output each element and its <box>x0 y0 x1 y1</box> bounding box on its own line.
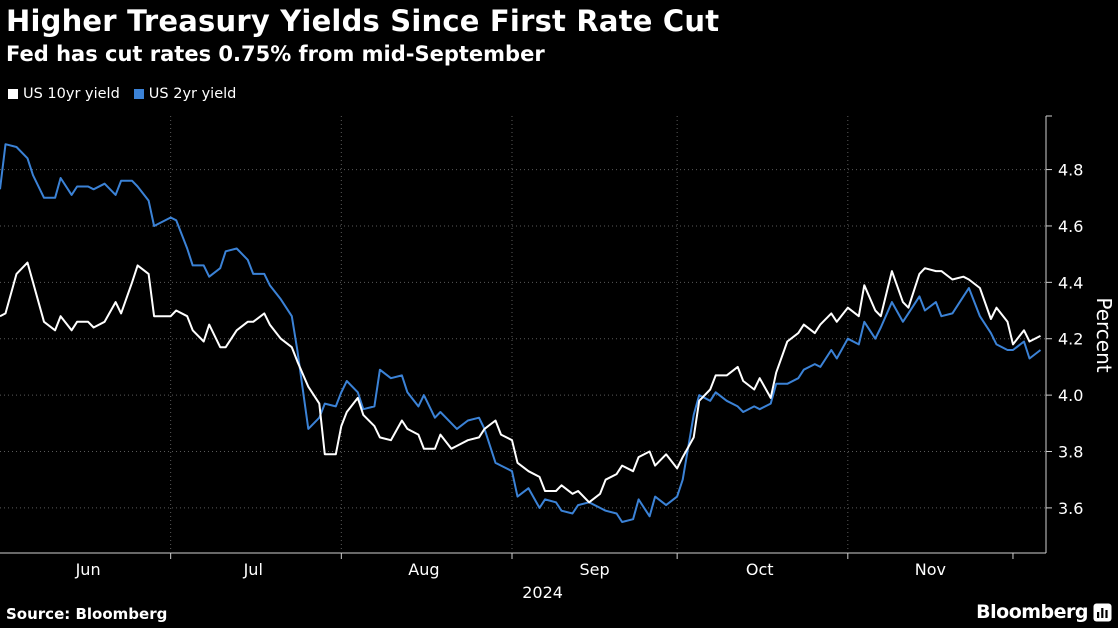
x-tick-label-nov: Nov <box>915 560 946 579</box>
y-tick-label: 3.8 <box>1058 443 1083 462</box>
x-year-label: 2024 <box>522 583 563 602</box>
y-tick-label: 4.8 <box>1058 161 1083 180</box>
source-note: Source: Bloomberg <box>6 605 168 623</box>
legend-swatch-us2 <box>133 89 144 99</box>
chart-title: Higher Treasury Yields Since First Rate … <box>6 4 720 38</box>
brand-logo: Bloomberg <box>976 601 1088 623</box>
series-line-us2 <box>0 143 1042 523</box>
y-tick-label: 4.4 <box>1058 273 1083 292</box>
x-tick-label-sep: Sep <box>579 560 609 579</box>
y-tick-label: 3.6 <box>1058 499 1083 518</box>
legend: US 10yr yield US 2yr yield <box>8 86 236 102</box>
chart-subtitle: Fed has cut rates 0.75% from mid-Septemb… <box>6 42 545 66</box>
x-tick-label-jul: Jul <box>243 560 263 579</box>
legend-label-us2: US 2yr yield <box>148 86 237 102</box>
y-tick-label: 4.6 <box>1058 217 1083 236</box>
legend-item-us2: US 2yr yield <box>133 86 237 102</box>
legend-label-us10: US 10yr yield <box>23 86 120 102</box>
x-tick-label-jun: Jun <box>75 560 101 579</box>
legend-swatch-us10 <box>8 89 18 99</box>
y-axis-title: Percent <box>1092 297 1116 372</box>
series-line-us10 <box>0 261 1041 504</box>
legend-item-us10: US 10yr yield <box>8 86 120 102</box>
y-tick-label: 4.0 <box>1058 386 1083 405</box>
x-tick-label-aug: Aug <box>408 560 439 579</box>
terminal-chart-icon <box>1093 603 1112 622</box>
x-tick-label-oct: Oct <box>746 560 774 579</box>
y-tick-label: 4.2 <box>1058 330 1083 349</box>
